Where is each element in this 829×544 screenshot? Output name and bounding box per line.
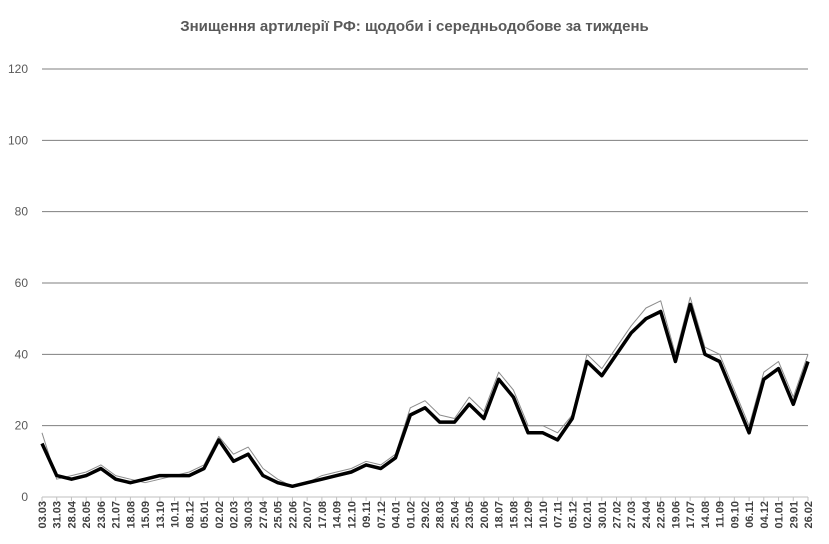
x-tick-label: 09.11 — [361, 501, 373, 528]
x-tick-label: 06.11 — [744, 501, 756, 528]
x-tick-label: 10.10 — [538, 501, 550, 529]
x-tick-label: 27.03 — [626, 501, 638, 529]
weekly-average-line — [40, 302, 810, 489]
x-tick-label: 09.10 — [729, 501, 741, 529]
x-tick-label: 30.03 — [243, 501, 255, 529]
x-tick-label: 10.11 — [170, 501, 182, 528]
x-tick-label: 05.12 — [567, 501, 579, 529]
x-tick-label: 27.02 — [612, 501, 624, 529]
x-tick-label: 29.02 — [420, 501, 432, 529]
x-tick-label: 29.01 — [788, 501, 800, 529]
x-tick-label: 30.01 — [597, 501, 609, 529]
chart-title: Знищення артилерії РФ: щодоби і середньо… — [180, 18, 649, 35]
x-tick-label: 24.04 — [641, 500, 653, 528]
x-tick-label: 31.03 — [52, 501, 64, 529]
x-tick-label: 14.09 — [332, 501, 344, 529]
x-tick-label: 02.01 — [582, 501, 594, 529]
x-tick-label: 05.01 — [199, 501, 211, 529]
x-tick-label: 04.12 — [759, 501, 771, 529]
x-tick-label: 02.02 — [214, 501, 226, 529]
x-tick-label: 01.02 — [405, 501, 417, 529]
x-tick-label: 26.05 — [81, 501, 93, 529]
x-tick-label: 25.04 — [449, 500, 461, 528]
x-tick-label: 08.12 — [184, 501, 196, 529]
x-tick-label: 25.05 — [273, 501, 285, 529]
x-tick-label: 28.03 — [435, 501, 447, 529]
x-tick-label: 07.11 — [553, 501, 565, 528]
x-tick-label: 21.07 — [111, 501, 123, 529]
x-tick-label: 19.06 — [670, 501, 682, 529]
x-tick-label: 20.06 — [479, 501, 491, 529]
daily-line — [41, 296, 809, 487]
x-tick-label: 12.09 — [523, 501, 535, 529]
x-tick-label: 02.03 — [229, 501, 241, 529]
x-tick-label: 13.10 — [155, 501, 167, 529]
y-tick-label: 60 — [15, 276, 29, 290]
y-tick-label: 80 — [15, 205, 29, 219]
x-tick-label: 11.09 — [715, 501, 727, 528]
y-tick-label: 20 — [15, 419, 29, 433]
x-tick-label: 03.03 — [37, 501, 49, 529]
x-tick-label: 22.06 — [287, 501, 299, 529]
x-tick-label: 23.06 — [96, 501, 108, 529]
x-tick-label: 01.01 — [774, 501, 786, 529]
y-tick-label: 120 — [8, 62, 28, 76]
x-tick-label: 15.09 — [140, 501, 152, 529]
x-tick-label: 17.08 — [317, 501, 329, 529]
y-tick-label: 0 — [21, 490, 28, 504]
x-tick-label: 23.05 — [464, 501, 476, 529]
x-tick-label: 15.08 — [508, 501, 520, 529]
x-tick-label: 18.07 — [494, 501, 506, 529]
x-tick-label: 04.01 — [391, 501, 403, 529]
x-tick-label: 18.08 — [125, 501, 137, 529]
x-tick-label: 12.10 — [346, 501, 358, 529]
x-tick-label: 17.07 — [685, 501, 697, 529]
x-tick-label: 28.04 — [66, 500, 78, 528]
x-tick-label: 22.05 — [656, 501, 668, 529]
x-tick-label: 20.07 — [302, 501, 314, 529]
x-tick-label: 14.08 — [700, 501, 712, 529]
y-tick-label: 100 — [8, 133, 28, 147]
x-tick-label: 27.04 — [258, 500, 270, 528]
y-tick-label: 40 — [15, 347, 29, 361]
x-tick-label: 07.12 — [376, 501, 388, 529]
x-tick-label: 26.02 — [803, 501, 815, 529]
